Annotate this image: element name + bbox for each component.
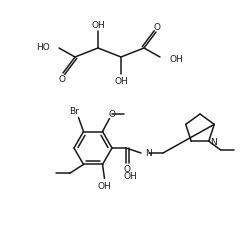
Text: O: O [153, 22, 160, 31]
Text: HO: HO [36, 43, 50, 52]
Text: Br: Br [69, 107, 79, 115]
Text: O: O [123, 165, 130, 174]
Text: OH: OH [114, 77, 128, 86]
Text: OH: OH [91, 20, 105, 29]
Text: OH: OH [123, 172, 137, 181]
Text: N: N [145, 149, 152, 158]
Text: O: O [108, 110, 115, 119]
Text: OH: OH [98, 181, 111, 190]
Text: O: O [59, 75, 66, 84]
Text: OH: OH [170, 54, 184, 63]
Text: N: N [210, 137, 217, 146]
